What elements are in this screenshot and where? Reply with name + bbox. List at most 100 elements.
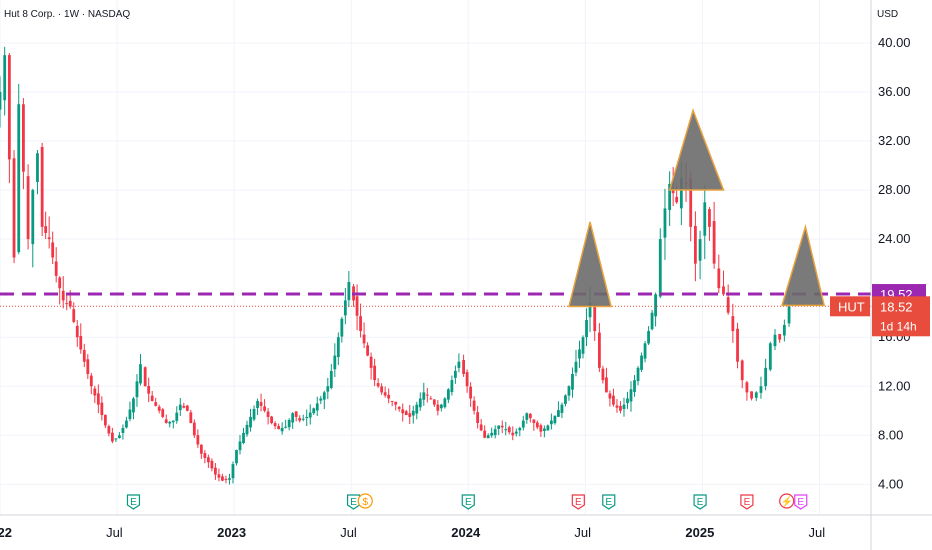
candle-body: [394, 401, 398, 405]
candle-body: [546, 425, 550, 431]
candle-body: [521, 420, 525, 428]
candle-body: [401, 409, 405, 414]
price-axis[interactable]: 40.0036.0032.0028.0024.0016.0012.008.004…: [878, 35, 911, 491]
candle-body: [476, 412, 480, 424]
event-marker-label: E: [350, 497, 357, 508]
candle-body: [182, 405, 186, 408]
candle-body: [532, 419, 536, 424]
event-marker-dividend[interactable]: $: [357, 493, 373, 509]
candle-body: [61, 290, 65, 301]
candle-body: [712, 221, 716, 264]
candle-body: [675, 196, 679, 203]
event-marker-earnings-future[interactable]: E: [740, 494, 754, 510]
candle-body: [3, 55, 7, 101]
candle-body: [175, 412, 179, 421]
candle-body: [44, 226, 48, 233]
candle-body: [605, 377, 608, 393]
candle-body: [214, 467, 217, 475]
candle-body: [726, 297, 730, 313]
candle-body: [490, 432, 494, 436]
candle-body: [231, 464, 235, 479]
candle-body: [425, 394, 429, 396]
event-marker-split[interactable]: ⚡: [779, 493, 795, 509]
last-price-tag: HUT 18.52 1d 14h: [830, 296, 930, 337]
candle-body: [736, 328, 739, 362]
candle-body: [157, 406, 161, 411]
candle-body: [270, 416, 273, 424]
event-marker-earnings-future[interactable]: E: [571, 494, 585, 510]
candle-body: [658, 239, 662, 297]
candle-body: [408, 413, 412, 417]
candle-body: [404, 411, 408, 416]
last-price-tag-bg: [872, 296, 930, 337]
candle-body: [593, 305, 597, 332]
currency-label[interactable]: USD: [877, 9, 898, 20]
candle-body: [366, 345, 369, 356]
candle-body: [235, 450, 238, 464]
event-marker-earnings[interactable]: E: [346, 494, 361, 510]
candle-body: [439, 404, 443, 409]
time-tick-label: 2022: [0, 525, 12, 540]
candle-body: [486, 435, 490, 439]
candle-body: [671, 189, 675, 194]
time-tick-label: 2023: [217, 525, 246, 540]
candle-body: [383, 392, 387, 396]
candle-body: [7, 55, 11, 160]
candle-body: [347, 282, 351, 301]
earnings-icon: [740, 494, 754, 510]
candle-body: [171, 420, 175, 423]
candle-body: [557, 410, 560, 417]
candle-body: [86, 359, 90, 374]
candle-body: [663, 208, 667, 238]
candle-body: [128, 409, 132, 419]
candle-body: [82, 349, 86, 362]
candle-body: [89, 375, 93, 387]
candle-body: [228, 478, 231, 480]
triangle-annotation: [668, 108, 725, 191]
candle-body: [266, 411, 270, 417]
candle-body: [465, 372, 469, 387]
event-marker-earnings-upcoming[interactable]: E: [794, 494, 808, 510]
candle-body: [647, 331, 650, 344]
earnings-icon: [571, 494, 585, 510]
candle-body: [759, 386, 763, 393]
candle-body: [199, 444, 203, 454]
time-tick-label: 2024: [451, 525, 481, 540]
candle-body: [598, 332, 601, 368]
candle-body: [373, 365, 377, 381]
event-marker-earnings[interactable]: E: [461, 494, 475, 510]
time-tick-label: 2025: [685, 525, 714, 540]
candle-body: [450, 380, 454, 393]
candle-body: [192, 422, 196, 436]
event-marker-earnings[interactable]: E: [126, 494, 141, 510]
price-tick-label: 8.00: [878, 427, 903, 442]
candle-body: [319, 398, 323, 401]
candle-body: [178, 404, 182, 411]
candle-body: [542, 428, 546, 431]
candle-body: [619, 405, 622, 411]
candle-body: [12, 158, 16, 258]
grid-lines: [0, 0, 871, 515]
candle-body: [443, 398, 447, 408]
candle-body: [740, 360, 744, 381]
candle-body: [277, 426, 281, 430]
candle-body: [294, 411, 298, 417]
candle-body: [333, 355, 337, 370]
candle-body: [287, 419, 291, 428]
event-markers[interactable]: E E $ E E E E E ⚡ E: [126, 493, 808, 510]
event-marker-earnings[interactable]: E: [602, 494, 616, 510]
price-tick-label: 4.00: [878, 476, 903, 491]
candle-body: [221, 476, 224, 481]
candle-body: [100, 402, 104, 416]
horizontal-levels: [0, 292, 871, 307]
candle-body: [571, 373, 574, 390]
candle-body: [308, 412, 312, 418]
candle-body: [0, 91, 2, 110]
event-marker-earnings[interactable]: E: [693, 494, 707, 510]
time-tick-label: Jul: [340, 525, 357, 540]
candle-body: [643, 343, 647, 359]
candle-body: [415, 404, 419, 414]
time-axis[interactable]: 2022 Jul 2023 Jul 2024 Jul 2025 Jul: [0, 525, 825, 540]
